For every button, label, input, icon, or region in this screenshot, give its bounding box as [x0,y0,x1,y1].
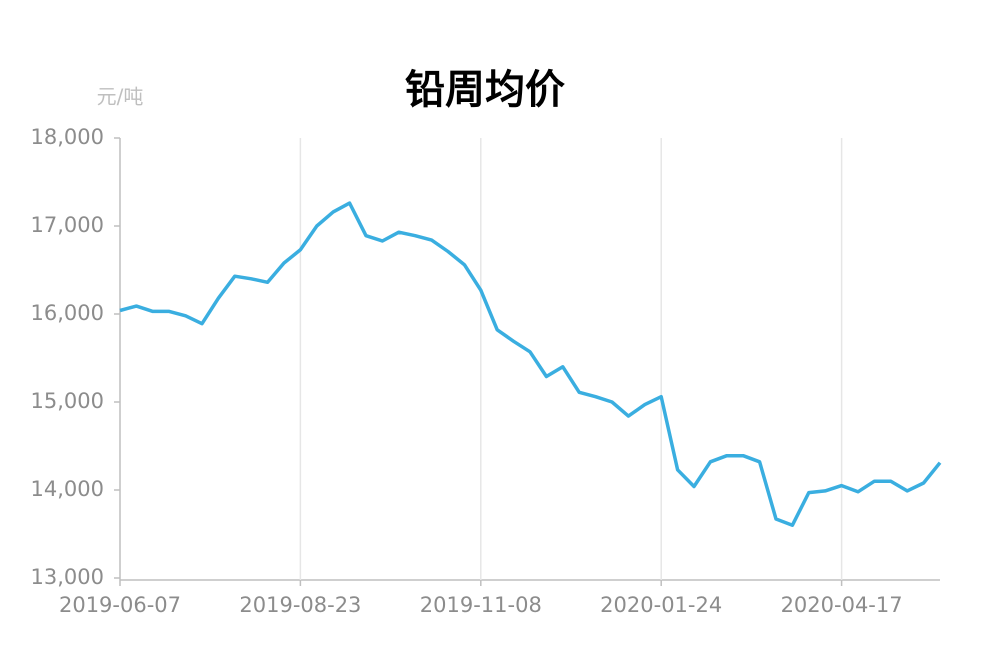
x-tick-label: 2020-04-17 [781,593,903,617]
chart-title: 铅周均价 [405,67,565,113]
x-tick-label: 2020-01-24 [600,593,722,617]
data-line [119,201,942,527]
x-tick-label: 2019-06-07 [59,593,181,617]
y-tick-label: 17,000 [31,213,104,237]
y-axis-unit: 元/吨 [97,85,144,109]
x-tick-label: 2019-11-08 [420,593,542,617]
y-tick-label: 13,000 [31,565,104,589]
y-tick-label: 14,000 [31,477,104,501]
y-tick-label: 15,000 [31,389,104,413]
x-tick-label: 2019-08-23 [239,593,361,617]
y-tick-label: 18,000 [31,125,104,149]
y-tick-label: 16,000 [31,301,104,325]
